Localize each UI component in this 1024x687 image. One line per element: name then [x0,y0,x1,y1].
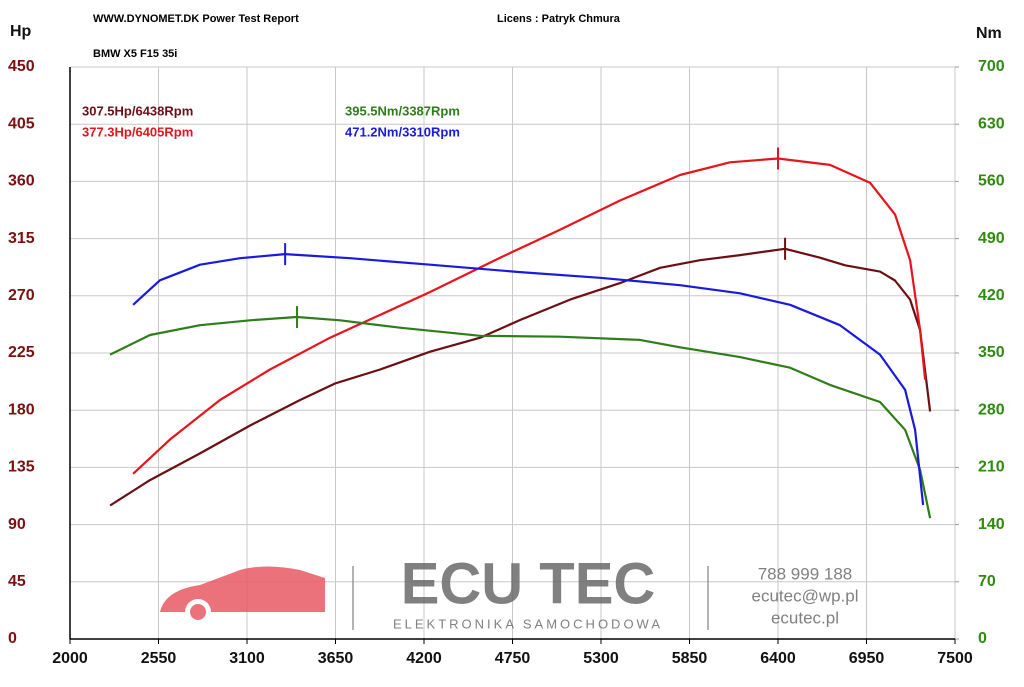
legend-label: 307.5Hp/6438Rpm [82,103,193,118]
y2-tick-label: 140 [978,516,1005,533]
y2-tick-label: 280 [978,401,1005,418]
y2-tick-label: 490 [978,230,1005,247]
y2-tick-label: 210 [978,459,1005,476]
legend-label: 377.3Hp/6405Rpm [82,124,193,139]
y2-tick-label: 420 [978,287,1005,304]
y2-tick-label: 70 [978,573,996,590]
x-tick-label: 3100 [229,650,265,667]
y2-tick-label: 630 [978,115,1005,132]
series-line [109,247,932,507]
series-line [132,157,927,475]
legend-label: 471.2Nm/3310Rpm [345,124,460,139]
legend-label: 395.5Nm/3387Rpm [345,103,460,118]
car-logo [160,566,325,612]
y2-tick-label: 560 [978,173,1005,190]
y-tick-label: 225 [8,344,35,361]
x-tick-label: 2550 [141,650,177,667]
y-tick-label: 135 [8,459,35,476]
x-tick-label: 7500 [937,650,973,667]
x-tick-label: 5850 [672,650,708,667]
watermark: ECU TEC ELEKTRONIKA SAMOCHODOWA 788 999 … [160,551,859,631]
x-tick-label: 5300 [583,650,619,667]
y2-tick-label: 350 [978,344,1005,361]
series-line [109,315,932,519]
series-line [132,253,925,506]
phone: 788 999 188 [758,564,853,583]
y-tick-label: 0 [8,630,17,647]
y2-axis-label: Nm [976,25,1002,42]
x-tick-label: 6400 [760,650,796,667]
wheel [190,604,206,620]
y-tick-label: 90 [8,516,26,533]
x-tick-label: 2000 [52,650,88,667]
y2-tick-label: 0 [978,630,987,647]
tagline: ELEKTRONIKA SAMOCHODOWA [393,616,663,631]
y-tick-label: 360 [8,173,35,190]
y-axis-label: Hp [10,23,32,40]
site: ecutec.pl [771,608,839,627]
vehicle: BMW X5 F15 35i [93,48,177,60]
y-tick-label: 180 [8,401,35,418]
brand: ECU TEC [401,551,656,616]
x-tick-label: 4750 [495,650,531,667]
y2-tick-label: 700 [978,58,1005,75]
email: ecutec@wp.pl [751,586,858,605]
x-tick-label: 3650 [318,650,354,667]
y-tick-label: 450 [8,58,35,75]
y-tick-label: 405 [8,115,35,132]
y-tick-label: 270 [8,287,35,304]
x-tick-label: 4200 [406,650,442,667]
report-title: WWW.DYNOMET.DK Power Test Report [93,13,299,25]
y-tick-label: 45 [8,573,26,590]
license: Licens : Patryk Chmura [497,13,621,25]
x-tick-label: 6950 [849,650,885,667]
y-tick-label: 315 [8,230,35,247]
